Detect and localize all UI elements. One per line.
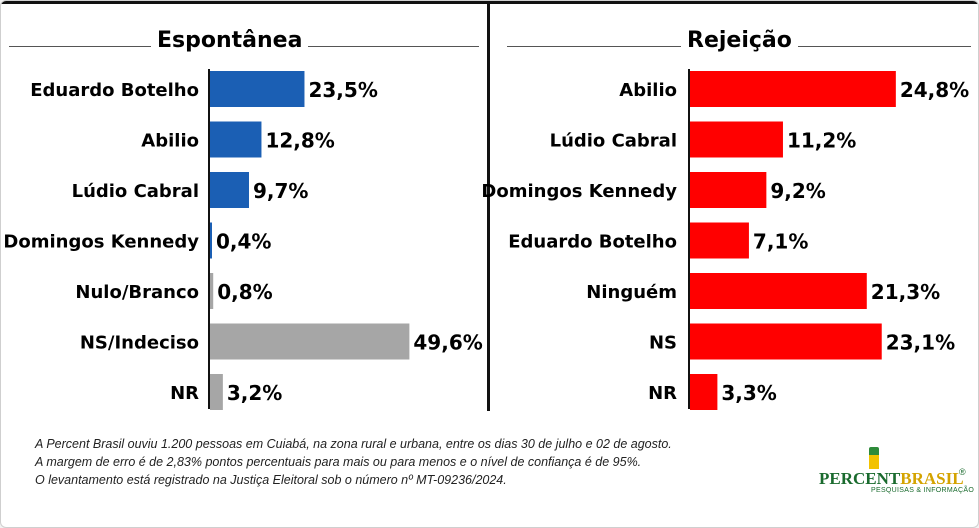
logo-wordmark: PERCENTBRASIL xyxy=(819,469,964,488)
rejeicao-value-label: 23,1% xyxy=(886,331,955,355)
rejeicao-category-label: Domingos Kennedy xyxy=(481,181,677,202)
espontanea-bar-nulo-branco xyxy=(210,273,214,309)
rejeicao-category-label: Ninguém xyxy=(586,282,677,303)
espontanea-category-label: NR xyxy=(170,383,199,404)
rejeicao-category-label: NS xyxy=(649,333,677,354)
espontanea-category-label: Abilio xyxy=(141,131,199,152)
logo-registered-mark: ® xyxy=(959,467,966,477)
espontanea-category-label: Nulo/Branco xyxy=(75,282,199,303)
logo-mark-icon xyxy=(867,447,881,469)
espontanea-bar-abilio xyxy=(210,121,262,158)
espontanea-category-label: NS/Indeciso xyxy=(80,333,199,354)
rejeicao-bar-ns xyxy=(690,323,882,360)
espontanea-category-label: Eduardo Botelho xyxy=(30,80,199,101)
rejeicao-category-label: Lúdio Cabral xyxy=(550,131,677,152)
rejeicao-bar-ninguem xyxy=(690,273,867,309)
espontanea-bar-ns-indeciso xyxy=(210,323,410,360)
espontanea-value-label: 12,8% xyxy=(265,129,334,153)
logo-tagline: PESQUISAS & INFORMAÇÃO xyxy=(871,487,975,494)
espontanea-value-label: 0,4% xyxy=(216,230,271,254)
rejeicao-bar-eduardo-botelho xyxy=(690,222,749,259)
rejeicao-value-label: 24,8% xyxy=(900,78,969,102)
espontanea-title: Espontânea xyxy=(151,28,309,53)
rejeicao-value-label: 11,2% xyxy=(787,129,856,153)
espontanea-bar-eduardo-botelho xyxy=(210,71,305,107)
rejeicao-value-label: 21,3% xyxy=(871,280,940,304)
panel-divider xyxy=(487,1,490,411)
percent-brasil-logo: PERCENTBRASIL ® PESQUISAS & INFORMAÇÃO xyxy=(819,447,974,501)
espontanea-category-label: Lúdio Cabral xyxy=(72,181,199,202)
rejeicao-value-label: 9,2% xyxy=(770,179,825,203)
note-line: A margem de erro é de 2,83% pontos perce… xyxy=(35,455,642,469)
rejeicao-category-label: NR xyxy=(648,383,677,404)
rejeicao-category-label: Eduardo Botelho xyxy=(508,232,677,253)
espontanea-value-label: 23,5% xyxy=(308,78,377,102)
espontanea-category-label: Domingos Kennedy xyxy=(3,232,199,253)
rejeicao-bar-domingos-kennedy xyxy=(690,172,767,208)
rejeicao-value-label: 3,3% xyxy=(721,381,776,405)
rejeicao-category-label: Abilio xyxy=(619,80,677,101)
note-line: A Percent Brasil ouviu 1.200 pessoas em … xyxy=(35,437,672,451)
rejeicao-bar-nr xyxy=(690,374,718,410)
rejeicao-value-label: 7,1% xyxy=(753,230,808,254)
espontanea-value-label: 0,8% xyxy=(217,280,272,304)
note-line: O levantamento está registrado na Justiç… xyxy=(35,473,507,487)
rejeicao-bar-abilio xyxy=(690,71,896,107)
rejeicao-bar-ludio-cabral xyxy=(690,121,783,158)
rejeicao-title: Rejeição xyxy=(681,28,798,53)
espontanea-axis xyxy=(208,69,210,409)
bar-charts-svg: Eduardo Botelho 23,5% Abilio 12,8% Lúdio Cab… xyxy=(3,71,969,410)
espontanea-bar-domingos-kennedy xyxy=(210,222,212,259)
methodology-notes: A Percent Brasil ouviu 1.200 pessoas em … xyxy=(35,435,795,489)
espontanea-bar-ludio-cabral xyxy=(210,172,249,208)
espontanea-value-label: 3,2% xyxy=(227,381,282,405)
espontanea-value-label: 49,6% xyxy=(413,331,482,355)
rejeicao-axis xyxy=(688,69,690,409)
espontanea-bar-nr xyxy=(210,374,223,410)
espontanea-value-label: 9,7% xyxy=(253,179,308,203)
